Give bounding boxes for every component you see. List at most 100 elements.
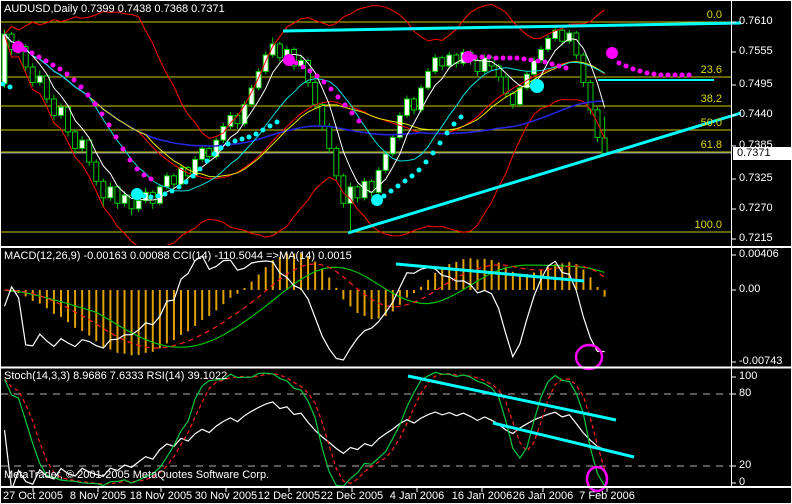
sar-dot xyxy=(162,191,168,197)
sar-dot xyxy=(232,138,238,144)
sar-dot xyxy=(85,92,91,98)
candle-body xyxy=(601,137,608,154)
stoch-highlight-circle xyxy=(585,465,609,493)
sar-dot xyxy=(623,63,629,69)
time-axis-label: 22 Dec 2005 xyxy=(320,490,384,502)
candle-body xyxy=(206,147,213,158)
candle-body xyxy=(163,175,170,188)
sar-dot xyxy=(493,55,499,61)
sar-dot xyxy=(356,118,362,124)
sar-dot xyxy=(672,72,678,78)
sar-dot xyxy=(57,66,63,72)
sar-dot xyxy=(458,114,464,120)
sar-dot xyxy=(78,84,84,90)
candle-body xyxy=(72,131,79,149)
candle-body xyxy=(361,180,368,199)
sar-dot xyxy=(630,66,636,72)
stoch-axis-label: 80 xyxy=(739,387,752,399)
sar-dot xyxy=(651,71,657,77)
sar-dot xyxy=(563,65,569,71)
candle-body xyxy=(319,103,326,127)
sar-dot xyxy=(92,101,98,107)
fib-label: 50.0 xyxy=(700,117,722,129)
indicator-line xyxy=(3,371,606,486)
candle-body xyxy=(354,186,361,199)
sar-dot xyxy=(148,176,154,182)
candle-body xyxy=(114,186,121,204)
stoch-trendline xyxy=(407,374,617,422)
sar-dot xyxy=(225,141,231,147)
sar-dot xyxy=(204,158,210,164)
sar-dot xyxy=(267,123,273,129)
stoch-panel-label: Stoch(14,3,3) 8.9686 7.6333 RSI(14) 39.1… xyxy=(4,370,228,382)
candle-body xyxy=(587,81,594,111)
sar-dot xyxy=(43,58,49,64)
fib-label: 100.0 xyxy=(694,219,722,231)
candle-body xyxy=(107,186,114,199)
sar-dot xyxy=(12,41,24,53)
sar-dot xyxy=(437,140,443,146)
sar-dot xyxy=(637,68,643,74)
sar-dot xyxy=(71,77,77,83)
candle-body xyxy=(410,98,417,111)
sar-dot xyxy=(686,72,692,78)
sar-dot xyxy=(274,119,280,125)
candle-body xyxy=(43,75,50,100)
candle-body xyxy=(403,98,410,116)
sar-dot xyxy=(50,62,56,68)
candle-body xyxy=(121,194,128,204)
sar-dot xyxy=(29,50,35,56)
indicator-line xyxy=(4,33,606,201)
stoch-axis-label: 100 xyxy=(739,370,758,382)
candle-body xyxy=(199,147,206,160)
candle-body xyxy=(446,54,453,67)
time-axis-label: 7 Feb 2006 xyxy=(579,490,635,502)
candle-body xyxy=(29,66,36,83)
sar-dot xyxy=(472,54,478,60)
candle-body xyxy=(135,200,142,210)
sar-dot xyxy=(328,86,334,92)
sar-dot xyxy=(1,81,6,87)
sar-dot xyxy=(402,178,408,184)
sar-dot xyxy=(218,145,224,151)
sar-dot xyxy=(658,72,664,78)
sar-dot xyxy=(507,55,513,61)
fib-label: 23.6 xyxy=(700,64,722,76)
candle-body xyxy=(255,70,262,89)
price-axis-label: 0.7325 xyxy=(739,172,773,184)
sar-dot xyxy=(535,58,541,64)
sar-dot xyxy=(113,134,119,140)
indicator-line xyxy=(4,33,605,192)
candle-body xyxy=(566,32,573,42)
candle-body xyxy=(481,57,488,72)
time-axis-label: 4 Jan 2006 xyxy=(389,490,445,502)
sar-dot xyxy=(183,179,189,185)
fib-label: 0.0 xyxy=(706,9,722,21)
sar-dot xyxy=(176,184,182,190)
candle-body xyxy=(100,180,107,199)
sar-dot xyxy=(22,47,28,53)
candle-body xyxy=(36,75,43,83)
candle-body xyxy=(170,175,177,185)
indicator-line xyxy=(4,33,606,245)
sar-dot xyxy=(253,131,259,137)
sar-dot xyxy=(665,72,671,78)
trendline xyxy=(282,21,742,33)
price-axis-label: 0.7555 xyxy=(739,45,773,57)
sar-dot xyxy=(679,72,685,78)
time-axis-label: 16 Jan 2006 xyxy=(451,490,513,502)
sar-dot xyxy=(462,51,474,63)
sar-dot xyxy=(307,68,313,74)
sar-dot xyxy=(479,54,485,60)
candle-body xyxy=(86,139,93,163)
time-axis-label: 18 Nov 2005 xyxy=(129,490,193,502)
candle-body xyxy=(425,70,432,89)
candle-body xyxy=(559,29,566,42)
sar-dot xyxy=(549,61,555,67)
candle-body xyxy=(531,59,537,75)
sar-dot xyxy=(644,70,650,76)
macd-highlight-circle xyxy=(574,343,604,371)
candle-body xyxy=(1,33,8,85)
